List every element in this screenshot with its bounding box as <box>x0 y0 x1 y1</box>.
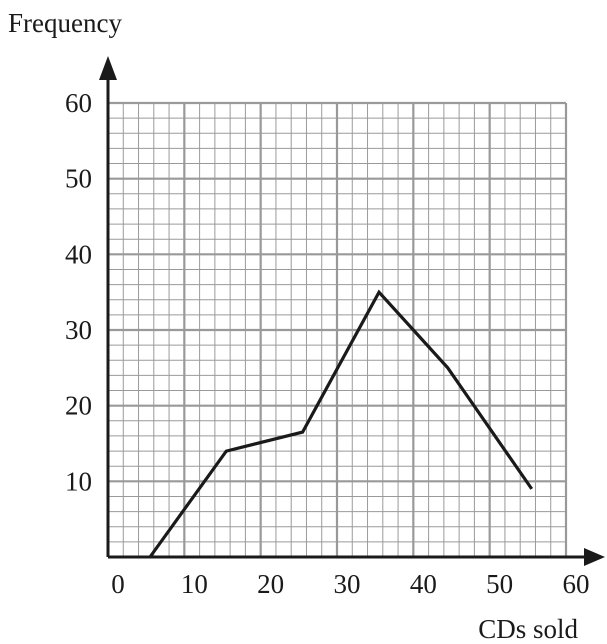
major-grid <box>108 101 568 557</box>
y-tick-label: 10 <box>65 466 92 496</box>
x-tick-label: 30 <box>334 569 361 599</box>
x-tick-label: 60 <box>563 569 590 599</box>
x-axis-title: CDs sold <box>478 614 578 644</box>
x-tick-label: 40 <box>410 569 437 599</box>
y-tick-label: 50 <box>65 164 92 194</box>
y-tick-label: 40 <box>65 239 92 269</box>
axes-layer <box>99 56 605 566</box>
x-tick-label: 50 <box>486 569 513 599</box>
x-axis-arrowhead <box>584 548 605 566</box>
x-tick-label: 0 <box>111 569 125 599</box>
y-tick-label: 20 <box>65 391 92 421</box>
y-axis-title: Frequency <box>8 8 122 38</box>
series-line-0 <box>148 289 534 558</box>
y-tick-label: 60 <box>65 88 92 118</box>
x-tick-label: 20 <box>257 569 284 599</box>
x-tick-label: 10 <box>181 569 208 599</box>
tick-labels: 0 10 20 30 40 50 60 10 20 30 40 50 60 <box>65 88 590 599</box>
y-tick-label: 30 <box>65 315 92 345</box>
y-axis-arrowhead <box>99 56 117 80</box>
